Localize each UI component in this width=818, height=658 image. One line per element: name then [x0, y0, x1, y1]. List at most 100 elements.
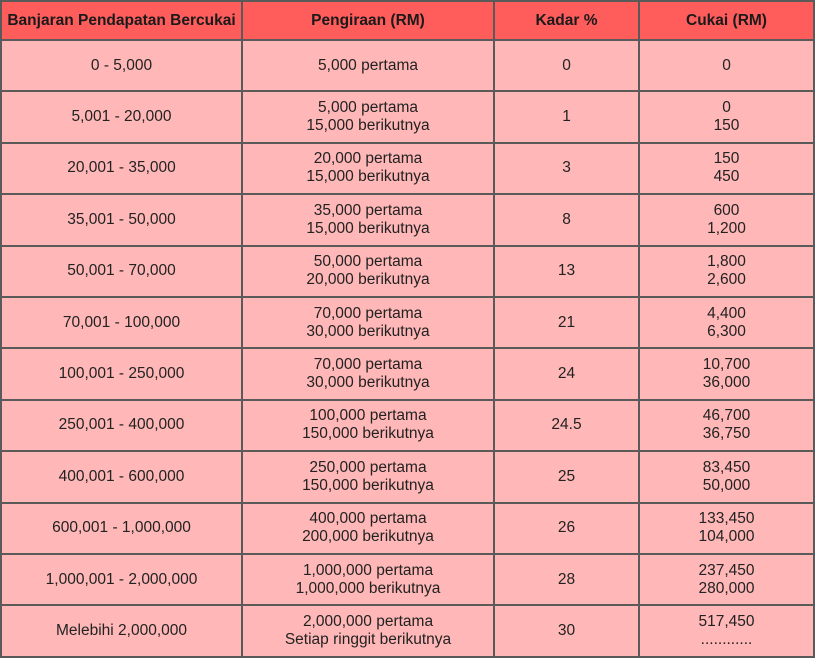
income-range-cell-line: 1,000,001 - 2,000,000 [45, 570, 198, 588]
income-range-cell: 50,001 - 70,000 [0, 244, 243, 298]
tax-cell-line: 104,000 [698, 528, 755, 546]
income-range-cell: 35,001 - 50,000 [0, 193, 243, 247]
income-range-cell: 600,001 - 1,000,000 [0, 501, 243, 555]
rate-cell-line: 28 [557, 570, 576, 588]
calculation-cell-line: 20,000 berikutnya [306, 271, 430, 289]
tax-cell-line: 237,450 [698, 561, 755, 579]
table-row: 400,001 - 600,000 250,000 pertama 150,000 … [0, 450, 815, 504]
calculation-cell-line: 1,000,000 berikutnya [295, 579, 441, 597]
income-range-cell-line: 70,001 - 100,000 [62, 313, 181, 331]
table-row: Melebihi 2,000,000 2,000,000 pertama Setia… [0, 604, 815, 658]
calculation-cell-line: 30,000 berikutnya [306, 374, 430, 392]
rate-cell: 13 [493, 244, 640, 298]
tax-cell-line: 46,700 [702, 407, 751, 425]
calculation-cell: 5,000 pertama 15,000 berikutnya [241, 90, 495, 144]
tax-cell: 133,450 104,000 [638, 501, 815, 555]
tax-cell-line: 6,300 [707, 322, 746, 340]
calculation-cell: 70,000 pertama 30,000 berikutnya [241, 347, 495, 401]
tax-cell-line: 36,000 [702, 374, 751, 392]
tax-cell-line: 0 [722, 99, 731, 117]
tax-cell-line: 280,000 [698, 579, 755, 597]
tax-cell: 150 450 [638, 141, 815, 196]
rate-cell-line: 1 [562, 108, 571, 126]
income-range-cell: 100,001 - 250,000 [0, 347, 243, 401]
rate-cell-line: 13 [557, 262, 576, 280]
tax-cell-line: 2,600 [707, 271, 746, 289]
table-row: 1,000,001 - 2,000,000 1,000,000 pertama 1,… [0, 552, 815, 607]
rate-cell: 24.5 [493, 398, 640, 453]
table-row: 50,001 - 70,000 50,000 pertama 20,000 beri… [0, 244, 815, 298]
table-row: 0 - 5,000 5,000 pertama 0 0 [0, 38, 815, 93]
income-range-cell-line: 250,001 - 400,000 [58, 416, 185, 434]
rate-cell: 21 [493, 295, 640, 350]
calculation-cell: 5,000 pertama [241, 38, 495, 93]
calculation-cell-line: 20,000 pertama [313, 150, 423, 168]
tax-cell-line: 133,450 [698, 510, 755, 528]
rate-cell: 26 [493, 501, 640, 555]
header-income-range: Banjaran Pendapatan Bercukai [0, 0, 243, 41]
rate-cell: 1 [493, 90, 640, 144]
calculation-cell-line: 200,000 berikutnya [302, 528, 434, 546]
tax-cell-line: 1,800 [707, 253, 746, 271]
tax-cell-line: 50,000 [702, 476, 751, 494]
income-range-cell: 0 - 5,000 [0, 38, 243, 93]
rate-cell: 8 [493, 193, 640, 247]
income-range-cell-line: 400,001 - 600,000 [58, 467, 185, 485]
tax-cell: 600 1,200 [638, 193, 815, 247]
calculation-cell: 20,000 pertama 15,000 berikutnya [241, 141, 495, 196]
tax-cell-line: 517,450 [698, 612, 755, 630]
rate-cell-line: 8 [562, 210, 571, 228]
rate-cell-line: 25 [557, 467, 576, 485]
calculation-cell-line: Setiap ringgit berikutnya [284, 630, 452, 648]
income-range-cell-line: 20,001 - 35,000 [67, 159, 176, 177]
calculation-cell-line: 5,000 pertama [318, 56, 418, 74]
calculation-cell-line: 15,000 berikutnya [306, 219, 430, 237]
rate-cell: 25 [493, 450, 640, 504]
tax-cell: 517,450............ [638, 604, 815, 658]
rate-cell: 30 [493, 604, 640, 658]
calculation-cell-line: 400,000 pertama [309, 510, 427, 528]
tax-cell-line: 150 [713, 117, 740, 135]
calculation-cell: 1,000,000 pertama 1,000,000 berikutnya [241, 552, 495, 607]
tax-cell: 0 [638, 38, 815, 93]
calculation-cell-line: 70,000 pertama [313, 304, 423, 322]
income-range-cell-line: 5,001 - 20,000 [71, 108, 172, 126]
calculation-cell-line: 150,000 berikutnya [302, 425, 434, 443]
tax-cell: 83,450 50,000 [638, 450, 815, 504]
rate-cell-line: 30 [557, 621, 576, 639]
income-range-cell-line: 100,001 - 250,000 [58, 365, 185, 383]
tax-cell: 10,700 36,000 [638, 347, 815, 401]
tax-cell: 237,450 280,000 [638, 552, 815, 607]
income-range-cell: Melebihi 2,000,000 [0, 604, 243, 658]
header-calculation: Pengiraan (RM) [241, 0, 495, 41]
table-row: 600,001 - 1,000,000 400,000 pertama 200,00… [0, 501, 815, 555]
income-range-cell: 20,001 - 35,000 [0, 141, 243, 196]
calculation-cell-line: 50,000 pertama [313, 253, 423, 271]
rate-cell: 0 [493, 38, 640, 93]
tax-cell-line: ............ [700, 630, 753, 648]
calculation-cell-line: 2,000,000 pertama [302, 612, 434, 630]
table-row: 70,001 - 100,000 70,000 pertama 30,000 ber… [0, 295, 815, 350]
tax-cell: 1,800 2,600 [638, 244, 815, 298]
income-range-cell-line: 35,001 - 50,000 [67, 210, 176, 228]
calculation-cell: 100,000 pertama 150,000 berikutnya [241, 398, 495, 453]
tax-cell: 0 150 [638, 90, 815, 144]
rate-cell-line: 3 [562, 159, 571, 177]
income-range-cell-line: 50,001 - 70,000 [67, 262, 176, 280]
tax-cell-line: 4,400 [707, 304, 746, 322]
calculation-cell-line: 70,000 pertama [313, 356, 423, 374]
calculation-cell-line: 15,000 berikutnya [306, 168, 430, 186]
calculation-cell-line: 250,000 pertama [309, 458, 427, 476]
header-tax: Cukai (RM) [638, 0, 815, 41]
calculation-cell-line: 150,000 berikutnya [302, 476, 434, 494]
income-range-cell: 1,000,001 - 2,000,000 [0, 552, 243, 607]
calculation-cell-line: 5,000 pertama [318, 99, 418, 117]
rate-cell: 28 [493, 552, 640, 607]
rate-cell-line: 24 [557, 365, 576, 383]
calculation-cell: 2,000,000 pertama Setiap ringgit berikutn… [241, 604, 495, 658]
header-rate: Kadar % [493, 0, 640, 41]
header-row: Banjaran Pendapatan Bercukai Pengiraan (… [0, 0, 815, 41]
calculation-cell: 400,000 pertama 200,000 berikutnya [241, 501, 495, 555]
tax-cell-line: 1,200 [707, 219, 746, 237]
